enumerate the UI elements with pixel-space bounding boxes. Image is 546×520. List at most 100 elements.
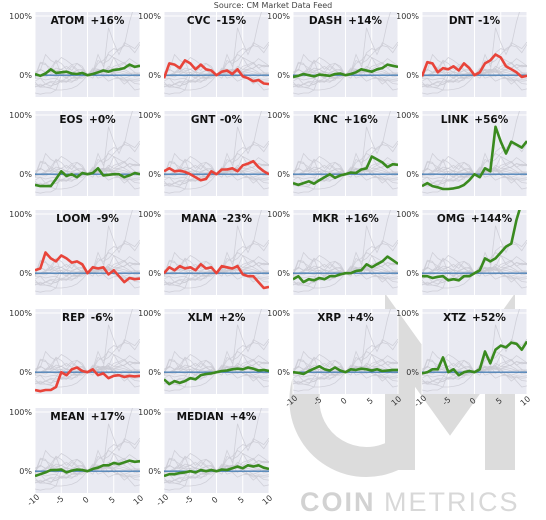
source-caption: Source: CM Market Data Feed	[213, 1, 333, 10]
panel-title-name: MKR	[312, 213, 339, 225]
panel-title-name: OMG	[437, 213, 465, 225]
y-tick-label: 100%	[267, 309, 290, 318]
panel-mana: MANA -23% 0% 100%	[138, 210, 270, 295]
panel-mkr: MKR +16% 0% 100%	[267, 210, 399, 295]
panel-dnt: DNT -1% 0% 100%	[396, 12, 528, 97]
panel-title: REP -6%	[62, 312, 113, 324]
y-tick-label: 0%	[19, 368, 32, 377]
panel-title: KNC +16%	[313, 114, 378, 126]
panel-title-name: MEAN	[50, 411, 85, 423]
panel-title-name: MEDIAN	[177, 411, 224, 423]
panel-title-change: +0%	[89, 114, 116, 126]
x-tick-label: -10	[154, 492, 170, 507]
series-line-mkr	[293, 255, 398, 284]
y-tick-label: 0%	[148, 467, 161, 476]
series-line	[293, 63, 398, 79]
panel-title-change: +16%	[344, 114, 378, 126]
panel-title: XRP +4%	[317, 312, 374, 324]
x-tick-label: 5	[236, 495, 246, 505]
series-line-xtz	[422, 340, 527, 377]
y-tick-label: 100%	[138, 309, 161, 318]
panel-title-name: MANA	[181, 213, 217, 225]
panel-title-change: -23%	[223, 213, 253, 225]
panel-title-name: DASH	[309, 15, 342, 27]
panel-title: XTZ +52%	[443, 312, 506, 324]
series-line-knc	[293, 155, 398, 187]
y-tick-label: 100%	[396, 12, 419, 21]
y-tick-label: 100%	[396, 111, 419, 120]
series-line-mana	[164, 262, 269, 290]
panel-eos: EOS +0% 0% 100%	[9, 111, 141, 196]
x-tick-label: 10	[132, 493, 146, 506]
panel-title-change: -15%	[217, 15, 247, 27]
panel-title: EOS +0%	[59, 114, 116, 126]
y-tick-label: 100%	[9, 111, 32, 120]
series-line	[164, 59, 269, 86]
x-tick-label: 0	[210, 495, 220, 505]
series-line-eos	[35, 167, 140, 188]
panel-title: GNT -0%	[191, 114, 243, 126]
panel-link: LINK +56% 0% 100%	[396, 111, 528, 196]
y-tick-label: 0%	[406, 170, 419, 179]
series-line	[293, 155, 398, 187]
panel-title-change: +4%	[230, 411, 257, 423]
panel-title-change: +52%	[472, 312, 506, 324]
panel-title-change: +14%	[348, 15, 382, 27]
series-line	[35, 459, 140, 478]
series-line	[35, 63, 140, 78]
panel-title: MKR +16%	[312, 213, 379, 225]
panel-title-name: XTZ	[443, 312, 466, 324]
panel-omg: OMG +144% 0% 100%	[396, 210, 528, 295]
y-tick-label: 0%	[406, 368, 419, 377]
series-line-link	[422, 125, 527, 191]
panel-title-change: +16%	[345, 213, 379, 225]
panel-atom: ATOM +16% 0% 100%	[9, 12, 141, 97]
series-line-xlm	[164, 366, 269, 386]
panel-title-name: CVC	[187, 15, 211, 27]
y-tick-label: 100%	[9, 210, 32, 219]
watermark-metrics-text: METRICS	[384, 487, 520, 517]
series-line-median	[164, 463, 269, 478]
series-line	[35, 251, 140, 284]
panel-rep: REP -6% 0% 100%	[9, 309, 141, 394]
series-line	[35, 366, 140, 393]
panel-title: DASH +14%	[309, 15, 383, 27]
panel-title-name: REP	[62, 312, 85, 324]
x-tick-label: 0	[81, 495, 91, 505]
y-tick-label: 100%	[138, 408, 161, 417]
x-tick-label: 0	[339, 396, 349, 406]
panel-title-change: +144%	[471, 213, 513, 225]
panel-title-change: +16%	[90, 15, 124, 27]
series-line	[422, 210, 521, 282]
y-tick-label: 100%	[267, 111, 290, 120]
y-tick-label: 0%	[277, 170, 290, 179]
panel-title: OMG +144%	[437, 213, 513, 225]
y-tick-label: 0%	[277, 368, 290, 377]
panel-title-change: +2%	[219, 312, 246, 324]
x-tick-label: -10	[283, 393, 299, 408]
panel-title-change: -9%	[97, 213, 120, 225]
series-line-gnt	[164, 159, 269, 182]
series-line	[164, 262, 269, 290]
y-tick-label: 100%	[9, 12, 32, 21]
x-tick-label: 10	[261, 493, 275, 506]
series-line-cvc	[164, 59, 269, 86]
y-tick-label: 0%	[148, 368, 161, 377]
panel-xlm: XLM +2% 0% 100%	[138, 309, 270, 394]
panel-title-change: -6%	[91, 312, 114, 324]
panel-title-name: EOS	[59, 114, 83, 126]
panel-title: DNT -1%	[449, 15, 501, 27]
panel-title: LINK +56%	[441, 114, 509, 126]
x-tick-label: 5	[494, 396, 504, 406]
panel-title-change: -0%	[220, 114, 243, 126]
panel-title-name: DNT	[449, 15, 475, 27]
x-tick-label: -10	[412, 393, 428, 408]
x-tick-label: 10	[390, 394, 404, 407]
y-tick-label: 100%	[267, 12, 290, 21]
panel-title-change: +4%	[347, 312, 374, 324]
x-tick-label: -5	[441, 395, 453, 407]
y-tick-label: 0%	[19, 269, 32, 278]
y-tick-label: 100%	[9, 408, 32, 417]
series-line	[164, 463, 269, 478]
